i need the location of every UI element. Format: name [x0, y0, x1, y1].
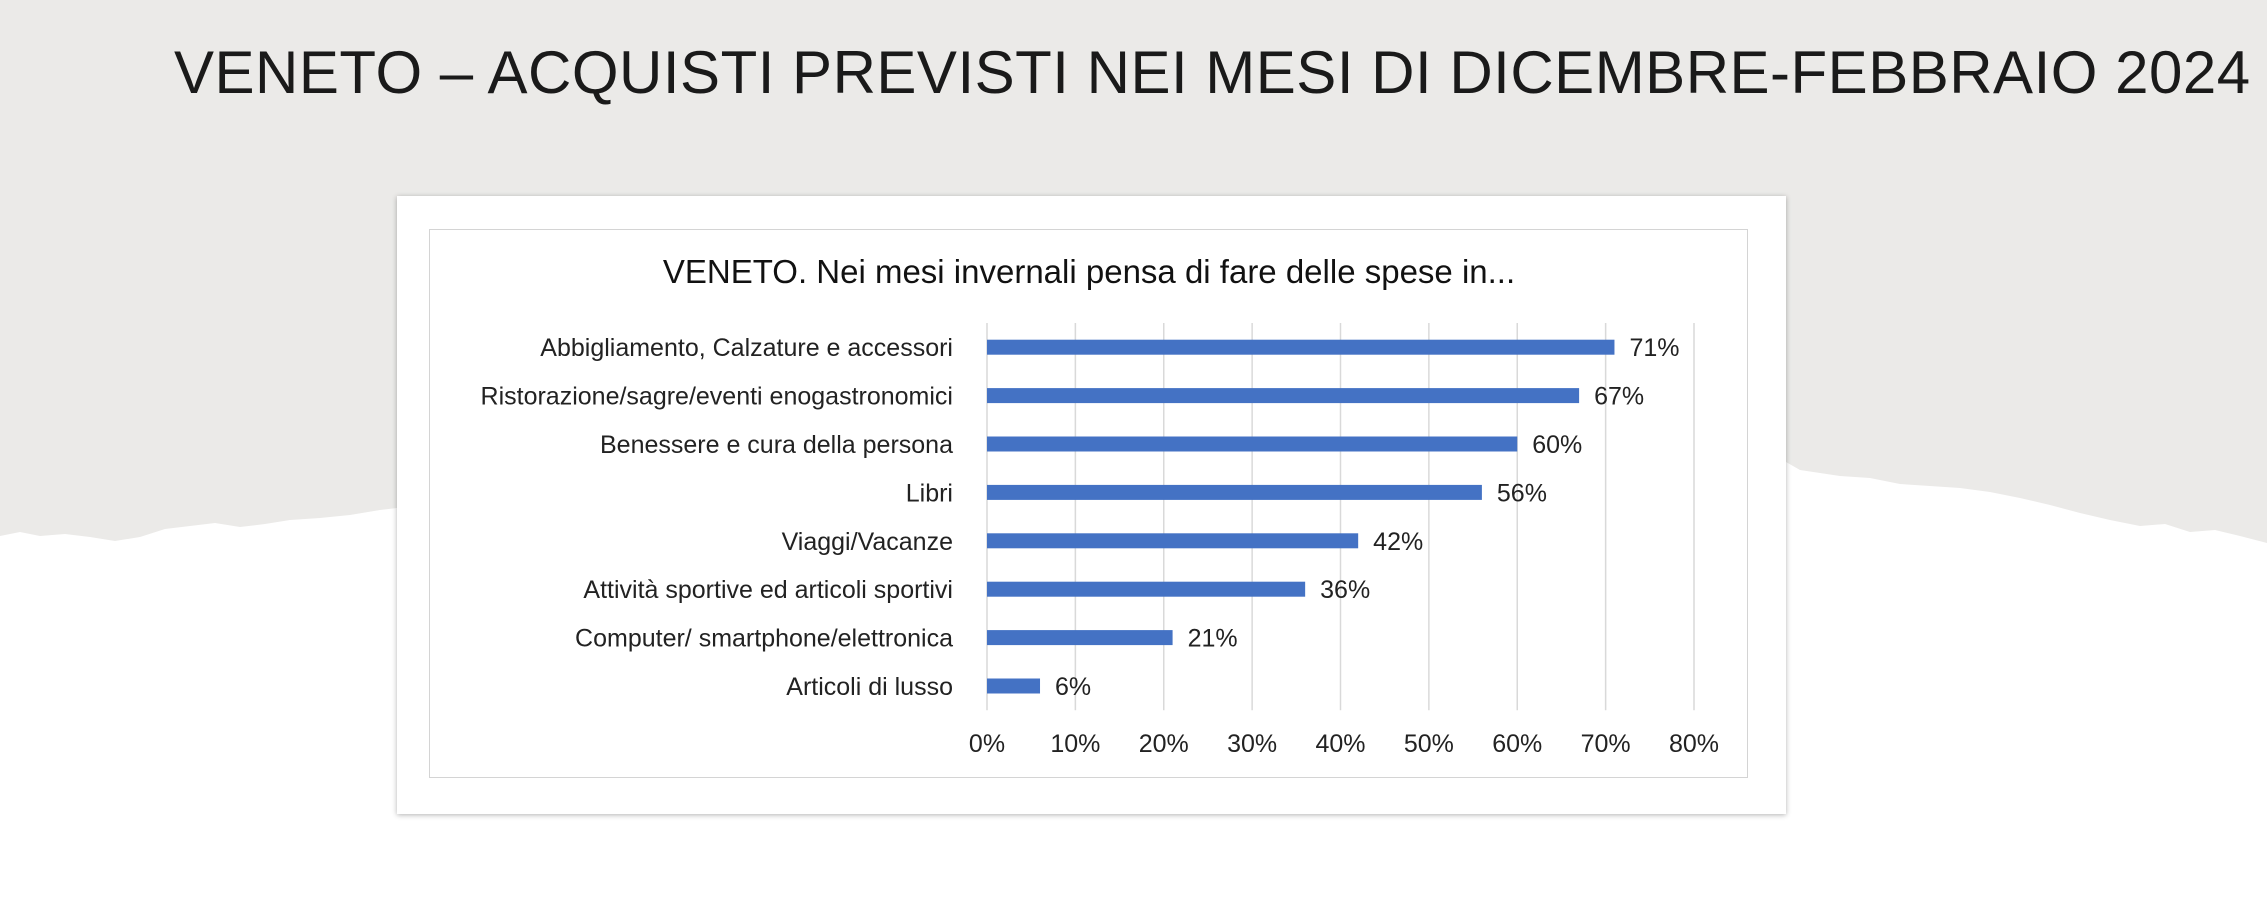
bar: [987, 436, 1518, 452]
slide-title: VENETO – ACQUISTI PREVISTI NEI MESI DI D…: [174, 39, 2251, 106]
x-tick-label: 80%: [1669, 730, 1719, 758]
bar: [987, 388, 1580, 404]
x-tick-label: 0%: [969, 730, 1005, 758]
x-axis-tick-labels: 0% 10% 20% 30% 40% 50% 60% 70% 80%: [969, 730, 1719, 758]
x-tick-label: 30%: [1227, 730, 1277, 758]
data-label: 42%: [1373, 528, 1423, 556]
x-tick-label: 20%: [1139, 730, 1189, 758]
category-label: Articoli di lusso: [786, 673, 953, 701]
data-label: 60%: [1532, 431, 1582, 459]
data-label: 56%: [1497, 479, 1547, 507]
chart-area: VENETO. Nei mesi invernali pensa di fare…: [429, 229, 1748, 778]
x-tick-label: 10%: [1050, 730, 1100, 758]
bar: [987, 533, 1359, 549]
category-label: Benessere e cura della persona: [600, 431, 953, 459]
category-label: Ristorazione/sagre/eventi enogastronomic…: [481, 383, 953, 411]
x-tick-label: 70%: [1581, 730, 1631, 758]
bar-chart: VENETO. Nei mesi invernali pensa di fare…: [481, 253, 1720, 758]
data-label: 71%: [1629, 334, 1679, 362]
data-label: 67%: [1594, 383, 1644, 411]
data-label: 6%: [1055, 673, 1091, 701]
data-labels: 71% 67% 60% 56% 42%36% 21% 6%: [1055, 334, 1679, 701]
data-label: 36%: [1320, 576, 1370, 604]
bar: [987, 678, 1041, 694]
bar: [987, 630, 1173, 646]
x-tick-label: 60%: [1492, 730, 1542, 758]
x-tick-label: 40%: [1315, 730, 1365, 758]
chart-card: VENETO. Nei mesi invernali pensa di fare…: [397, 196, 1786, 814]
category-labels: Abbigliamento, Calzature e accessori Rist…: [481, 334, 954, 701]
gridlines: [986, 323, 1695, 711]
chart-title: VENETO. Nei mesi invernali pensa di fare…: [663, 253, 1515, 290]
data-label: 21%: [1188, 625, 1238, 653]
bars: [987, 339, 1615, 694]
bar: [987, 339, 1615, 355]
category-label: Computer/ smartphone/elettronica: [575, 625, 953, 653]
bar: [987, 484, 1482, 500]
bar: [987, 581, 1306, 597]
category-label: Abbigliamento, Calzature e accessori: [540, 334, 953, 362]
category-label: Viaggi/Vacanze: [782, 528, 953, 556]
x-tick-label: 50%: [1404, 730, 1454, 758]
category-label: Libri: [906, 479, 953, 507]
category-label: Attività sportive ed articoli sportivi: [583, 576, 953, 604]
